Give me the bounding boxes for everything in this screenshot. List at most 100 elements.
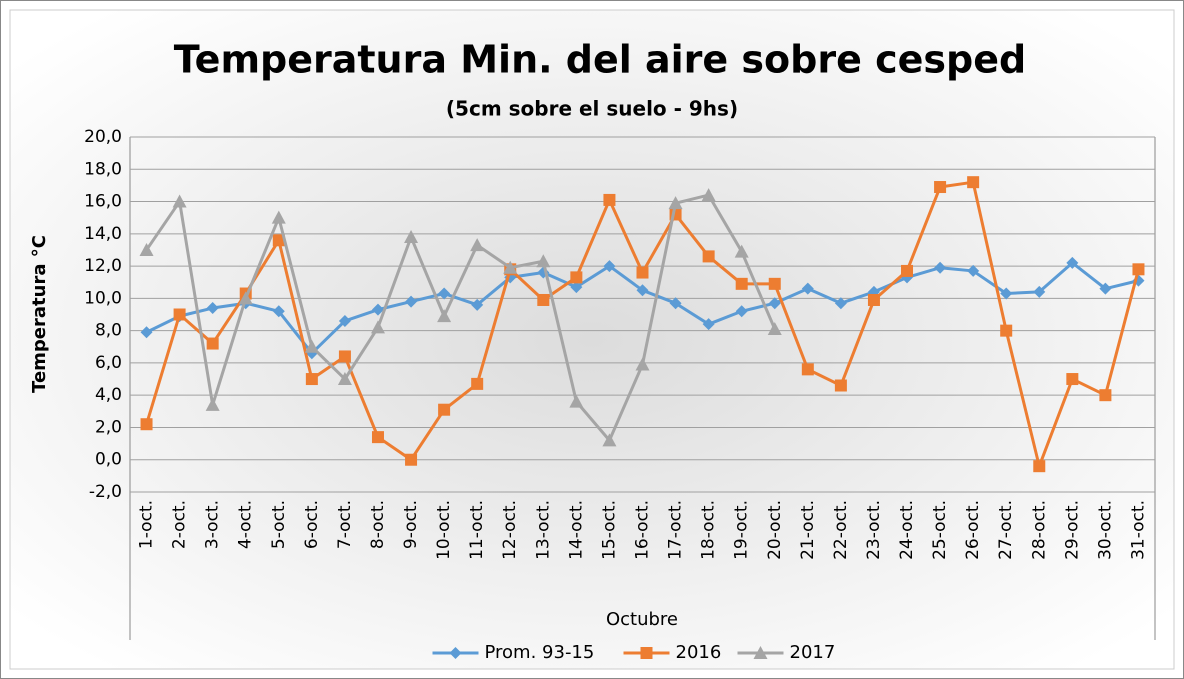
marker	[172, 194, 187, 208]
x-tick-label: 30-oct.	[1095, 500, 1115, 560]
marker	[603, 260, 616, 273]
marker	[801, 363, 814, 376]
marker	[503, 260, 518, 274]
x-tick-label: 20-oct.	[765, 500, 785, 560]
marker	[206, 302, 219, 315]
chart-subtitle: (5cm sobre el suelo - 9hs)	[446, 97, 738, 121]
x-tick-label: 2-oct.	[170, 500, 190, 549]
marker	[801, 282, 814, 295]
marker	[471, 298, 484, 311]
marker	[702, 318, 715, 331]
y-tick-label: 14,0	[84, 224, 122, 244]
marker	[139, 242, 154, 256]
marker	[603, 193, 616, 206]
marker	[304, 339, 319, 353]
marker	[602, 433, 617, 447]
legend-marker	[753, 646, 768, 659]
x-tick-label: 17-oct.	[666, 500, 686, 560]
marker	[438, 403, 451, 416]
marker	[702, 250, 715, 263]
y-tick-label: 0,0	[95, 450, 122, 470]
x-tick-label: 11-oct.	[467, 500, 487, 560]
marker	[405, 453, 418, 466]
marker	[371, 431, 384, 444]
x-tick-label: 21-oct.	[798, 500, 818, 560]
marker	[173, 308, 186, 321]
marker	[967, 176, 980, 189]
y-tick-label: 20,0	[84, 127, 122, 147]
marker	[337, 372, 352, 386]
marker	[569, 394, 584, 408]
marker	[934, 181, 947, 194]
marker	[735, 305, 748, 318]
y-tick-label: 8,0	[95, 321, 122, 341]
marker	[438, 287, 451, 300]
x-tick-label: 8-oct.	[368, 500, 388, 549]
y-tick-label: 4,0	[95, 385, 122, 405]
marker	[735, 277, 748, 290]
x-tick-label: 9-oct.	[401, 500, 421, 549]
x-tick-label: 12-oct.	[500, 500, 520, 560]
marker	[768, 277, 781, 290]
marker	[271, 210, 286, 224]
y-tick-label: 12,0	[84, 256, 122, 276]
x-tick-label: 15-oct.	[599, 500, 619, 560]
x-tick-label: 5-oct.	[269, 500, 289, 549]
marker	[1000, 324, 1013, 337]
marker	[767, 322, 782, 336]
x-tick-label: 1-oct.	[137, 500, 157, 549]
marker	[1000, 287, 1013, 300]
chart-area	[9, 9, 1175, 670]
x-tick-label: 25-oct.	[930, 500, 950, 560]
x-tick-label: 16-oct.	[633, 500, 653, 560]
marker	[140, 326, 153, 339]
marker	[570, 271, 583, 284]
marker	[668, 196, 683, 210]
marker	[1132, 263, 1145, 276]
legend-marker	[449, 647, 462, 659]
marker	[404, 230, 419, 244]
marker	[470, 238, 485, 252]
series-line	[145, 193, 777, 442]
marker	[834, 297, 847, 310]
marker	[305, 373, 318, 386]
marker	[834, 379, 847, 392]
legend-label: 2017	[790, 642, 836, 663]
x-tick-label: 10-oct.	[434, 500, 454, 560]
x-tick-label: 14-oct.	[566, 500, 586, 560]
y-tick-label: -2,0	[89, 482, 122, 502]
marker	[934, 261, 947, 274]
x-tick-label: 4-oct.	[236, 500, 256, 549]
marker	[1066, 373, 1079, 386]
marker	[238, 291, 253, 305]
legend-label: Prom. 93-15	[485, 642, 595, 663]
marker	[669, 297, 682, 310]
x-tick-label: 6-oct.	[302, 500, 322, 549]
marker	[272, 305, 285, 318]
legend-marker	[640, 647, 653, 659]
x-axis-label: Octubre	[606, 609, 678, 630]
chart-title: Temperatura Min. del aire sobre cesped	[174, 38, 1026, 82]
marker	[371, 303, 384, 316]
marker	[1033, 460, 1046, 473]
marker	[1033, 285, 1046, 298]
marker	[205, 397, 220, 411]
y-axis-label: Temperatura °C	[29, 235, 50, 393]
x-tick-label: 23-oct.	[864, 500, 884, 560]
marker	[570, 281, 583, 294]
y-tick-label: 10,0	[84, 288, 122, 308]
y-tick-label: 18,0	[84, 159, 122, 179]
marker	[1099, 389, 1112, 402]
marker	[635, 357, 650, 371]
marker	[437, 309, 452, 323]
x-tick-label: 29-oct.	[1062, 500, 1082, 560]
x-tick-label: 24-oct.	[897, 500, 917, 560]
x-tick-label: 13-oct.	[533, 500, 553, 560]
x-tick-label: 3-oct.	[203, 500, 223, 549]
marker	[636, 284, 649, 297]
marker	[1099, 282, 1112, 295]
x-tick-label: 18-oct.	[699, 500, 719, 560]
marker	[901, 264, 914, 277]
x-tick-label: 22-oct.	[831, 500, 851, 560]
